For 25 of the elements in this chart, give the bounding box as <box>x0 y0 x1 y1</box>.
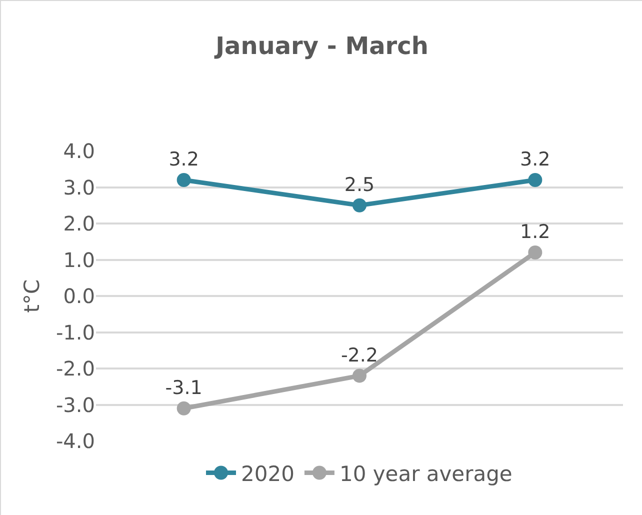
data-label: -3.1 <box>165 376 202 399</box>
y-tick-label: 0.0 <box>63 284 95 308</box>
y-tick-label: -1.0 <box>56 320 95 344</box>
y-tick-label: 4.0 <box>63 139 95 163</box>
y-tick-label: -3.0 <box>56 392 95 417</box>
chart-title: January - March <box>214 32 428 60</box>
data-label: 2.5 <box>344 174 375 196</box>
point <box>176 401 191 416</box>
data-label: 3.2 <box>520 148 550 170</box>
y-tick-label: 3.0 <box>63 175 95 200</box>
point <box>176 173 191 187</box>
legend-label: 10 year average <box>339 462 512 486</box>
point <box>528 173 542 187</box>
point <box>528 246 542 260</box>
data-label: 1.2 <box>520 221 550 243</box>
legend-label: 2020 <box>241 462 294 486</box>
data-label: 3.2 <box>168 148 199 170</box>
y-tick-label: 1.0 <box>63 248 95 272</box>
y-tick-label: -4.0 <box>56 429 95 453</box>
point <box>352 198 366 212</box>
point <box>352 368 366 383</box>
y-axis-title: t°C <box>20 279 44 313</box>
data-label: -2.2 <box>340 344 378 366</box>
y-tick-label: 2.0 <box>63 212 95 236</box>
y-tick-label: -2.0 <box>56 356 95 380</box>
